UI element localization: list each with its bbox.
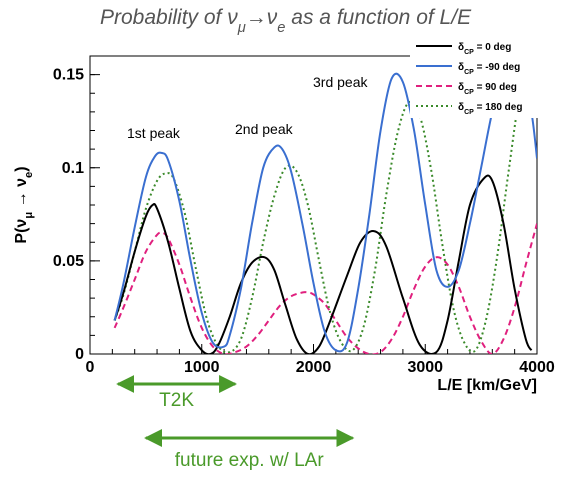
x-tick-label: 4000 (519, 359, 555, 376)
series-layer (113, 56, 537, 354)
legend: δCP = 0 deg δCP = -90 deg δCP = 90 deg δCP … (410, 36, 562, 118)
x-tick-label: 2000 (296, 359, 332, 376)
y-tick-label: 0.05 (53, 253, 84, 270)
range-label: T2K (159, 390, 194, 411)
range-label: future exp. w/ LAr (175, 450, 325, 471)
y-tick-label: 0.15 (53, 67, 84, 84)
experiment-ranges: T2K future exp. w/ LAr (116, 375, 355, 471)
axes: 0 0.05 0.1 0.15 0 1000 2000 3000 4000 (53, 55, 555, 376)
y-axis-title: P(νμ → νe) (13, 166, 35, 243)
series-line (113, 174, 533, 354)
series-line (113, 64, 533, 354)
legend-label: δCP = 180 deg (458, 102, 522, 116)
peak-annotation: 3rd peak (313, 74, 368, 90)
series-line (113, 56, 537, 353)
y-tick-label: 0.1 (62, 160, 84, 177)
x-tick-label: 0 (86, 359, 95, 376)
peak-annotation: 2nd peak (235, 121, 294, 137)
x-tick-label: 3000 (407, 359, 443, 376)
x-axis-title: L/E [km/GeV] (437, 377, 537, 394)
chart-title: Probability of νμ→νe as a function of L/… (100, 6, 472, 36)
legend-box (410, 36, 562, 118)
legend-label: δCP = -90 deg (458, 62, 520, 76)
legend-label: δCP = 0 deg (458, 42, 511, 56)
peak-annotation: 1st peak (127, 125, 181, 141)
series-line (113, 223, 537, 354)
legend-label: δCP = 90 deg (458, 82, 517, 96)
y-tick-label: 0 (75, 346, 84, 363)
annotations: 1st peak 2nd peak 3rd peak (127, 74, 368, 141)
x-tick-label: 1000 (184, 359, 220, 376)
